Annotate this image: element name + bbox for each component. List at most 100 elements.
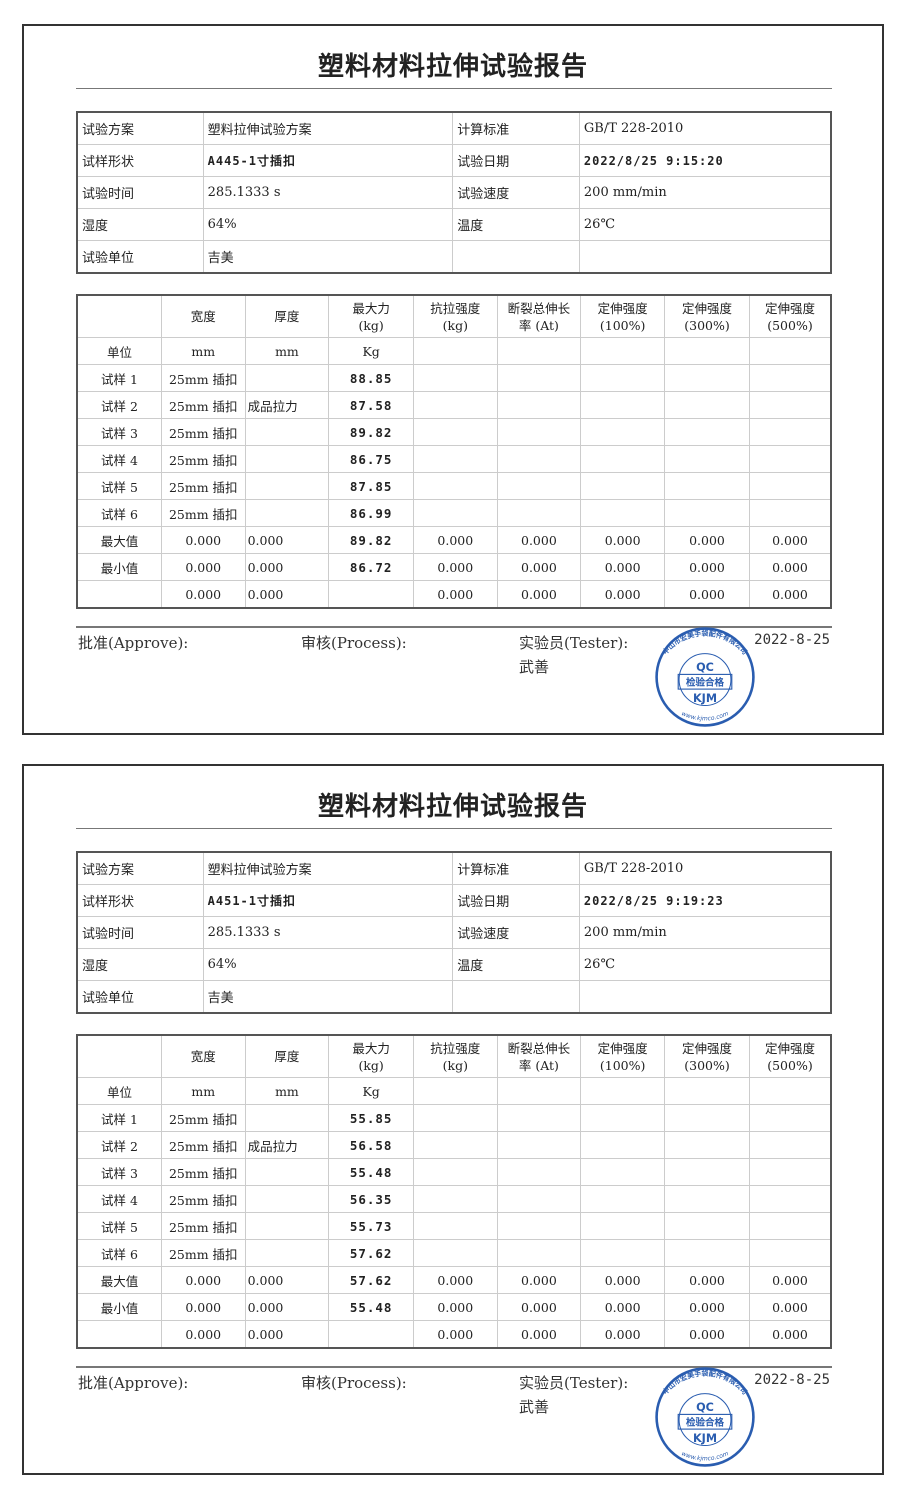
table-cell bbox=[244, 1104, 330, 1132]
table-cell bbox=[496, 418, 582, 446]
divider bbox=[76, 626, 832, 628]
table-cell: 89.82 bbox=[328, 526, 415, 554]
table-cell bbox=[580, 472, 666, 500]
info-label bbox=[452, 980, 580, 1014]
results-table: 宽度 厚度 最大力 (kg) 抗拉强度 (kg) 断裂总伸长 率 (At) 定伸强度 (1… bbox=[76, 1034, 832, 1349]
column-header: 抗拉强度 (kg) bbox=[413, 294, 498, 338]
column-header-label: 最大力 (kg) bbox=[352, 300, 390, 333]
table-cell: 0.000 bbox=[413, 553, 498, 581]
table-row: 试样 1 25mm 插扣 88.85 bbox=[76, 364, 832, 392]
table-cell: 25mm 插扣 bbox=[160, 1131, 246, 1159]
column-header-label: 抗拉强度 (kg) bbox=[430, 300, 481, 333]
column-header: 定伸强度 (100%) bbox=[580, 294, 666, 338]
table-cell: 0.000 bbox=[664, 1293, 750, 1321]
table-cell: 55.85 bbox=[328, 1104, 415, 1132]
table-row: 最大值 0.000 0.000 89.82 0.000 0.000 0.000 0.000 0.… bbox=[76, 526, 832, 554]
column-header: 断裂总伸长 率 (At) bbox=[496, 1034, 582, 1078]
table-cell bbox=[413, 418, 498, 446]
table-cell bbox=[664, 1104, 750, 1132]
info-label: 试样形状 bbox=[76, 144, 204, 177]
table-cell bbox=[244, 1239, 330, 1267]
report-title: 塑料材料拉伸试验报告 bbox=[317, 792, 588, 822]
info-label: 温度 bbox=[452, 948, 580, 981]
info-value: GB/T 228-2010 bbox=[578, 851, 832, 885]
stamp-inner-ring bbox=[678, 653, 732, 707]
table-cell: 25mm 插扣 bbox=[160, 1239, 246, 1267]
report-title: 塑料材料拉伸试验报告 bbox=[317, 52, 588, 82]
info-row: 试样形状 A445-1寸插扣 试验日期 2022/8/25 9:15:20 bbox=[76, 144, 832, 177]
column-header bbox=[76, 1034, 162, 1078]
table-cell: 0.000 bbox=[496, 1293, 582, 1321]
table-cell: 试样 2 bbox=[76, 391, 162, 419]
column-header-label: 厚度 bbox=[274, 1049, 300, 1064]
column-header-label: 定伸强度 (100%) bbox=[597, 300, 648, 333]
stamp-middle: 检验合格 bbox=[686, 1417, 725, 1429]
info-value: GB/T 228-2010 bbox=[578, 111, 832, 145]
stamp-top: QC bbox=[696, 661, 714, 674]
table-cell bbox=[664, 472, 750, 500]
stamp-ring-text: 中山市宏美手袋配件有限公司 bbox=[661, 629, 749, 657]
table-cell bbox=[580, 418, 666, 446]
table-row: 最小值 0.000 0.000 86.72 0.000 0.000 0.000 0.000 0.… bbox=[76, 553, 832, 581]
table-cell: 0.000 bbox=[580, 1320, 666, 1349]
table-cell bbox=[748, 472, 832, 500]
info-label: 试验速度 bbox=[452, 916, 580, 949]
column-header bbox=[76, 294, 162, 338]
table-row: 试样 2 25mm 插扣 成品拉力 87.58 bbox=[76, 391, 832, 419]
approve-label: 批准(Approve): bbox=[78, 1374, 189, 1392]
table-cell: 0.000 bbox=[748, 526, 832, 554]
table-cell bbox=[496, 445, 582, 473]
table-cell: 试样 4 bbox=[76, 445, 162, 473]
table-cell bbox=[580, 1212, 666, 1240]
table-cell: 0.000 bbox=[748, 1320, 832, 1349]
info-label: 试验单位 bbox=[76, 240, 204, 274]
report-page: 塑料材料拉伸试验报告 试验方案 塑料拉伸试验方案 计算标准 GB/T 228-2010 试… bbox=[22, 24, 884, 735]
table-cell: 86.75 bbox=[328, 445, 415, 473]
info-label: 试验时间 bbox=[76, 176, 204, 209]
info-value: 塑料拉伸试验方案 bbox=[202, 851, 454, 885]
table-cell bbox=[748, 1212, 832, 1240]
column-header: 宽度 bbox=[160, 294, 246, 338]
table-row: 0.000 0.000 0.000 0.000 0.000 0.000 0.000 bbox=[76, 580, 832, 609]
column-header-label: 宽度 bbox=[190, 1049, 216, 1064]
table-cell bbox=[580, 1239, 666, 1267]
table-cell: 55.48 bbox=[328, 1158, 415, 1186]
divider bbox=[76, 88, 832, 89]
table-cell bbox=[413, 1104, 498, 1132]
info-row: 试样形状 A451-1寸插扣 试验日期 2022/8/25 9:19:23 bbox=[76, 884, 832, 917]
stamp-ring-text: 中山市宏美手袋配件有限公司 bbox=[661, 1369, 749, 1397]
table-row: 试样 1 25mm 插扣 55.85 bbox=[76, 1104, 832, 1132]
table-row: 试样 3 25mm 插扣 89.82 bbox=[76, 418, 832, 446]
info-label: 试验日期 bbox=[452, 144, 580, 177]
report-date: 2022-8-25 bbox=[754, 632, 830, 648]
column-header-label: 断裂总伸长 率 (At) bbox=[507, 300, 571, 333]
stamp-url: www.kjmco.com bbox=[680, 1450, 729, 1462]
table-cell: 87.58 bbox=[328, 391, 415, 419]
info-row: 试验方案 塑料拉伸试验方案 计算标准 GB/T 228-2010 bbox=[76, 111, 832, 145]
column-header: 最大力 (kg) bbox=[328, 1034, 415, 1078]
divider bbox=[76, 828, 832, 829]
info-value: 2022/8/25 9:15:20 bbox=[578, 144, 832, 177]
info-row: 试验单位 吉美 bbox=[76, 980, 832, 1014]
table-cell bbox=[244, 1212, 330, 1240]
info-value: 塑料拉伸试验方案 bbox=[202, 111, 454, 145]
table-cell bbox=[413, 1131, 498, 1159]
stamp-outer-ring bbox=[655, 1367, 755, 1467]
table-cell: 试样 3 bbox=[76, 418, 162, 446]
table-cell: Kg bbox=[328, 337, 415, 365]
table-row: 试样 3 25mm 插扣 55.48 bbox=[76, 1158, 832, 1186]
table-cell: 0.000 bbox=[496, 580, 582, 609]
table-cell bbox=[496, 1077, 582, 1105]
qc-stamp: 中山市宏美手袋配件有限公司 www.kjmco.com QC 检验合格 KJM bbox=[654, 626, 756, 728]
stamp-top: QC bbox=[696, 1401, 714, 1414]
table-cell bbox=[580, 1131, 666, 1159]
table-cell bbox=[413, 1239, 498, 1267]
info-value bbox=[578, 240, 832, 274]
column-header-label: 厚度 bbox=[274, 309, 300, 324]
table-cell: 55.73 bbox=[328, 1212, 415, 1240]
table-cell bbox=[748, 1185, 832, 1213]
table-cell: mm bbox=[160, 337, 246, 365]
table-cell bbox=[413, 337, 498, 365]
table-cell bbox=[664, 418, 750, 446]
table-cell bbox=[496, 1104, 582, 1132]
